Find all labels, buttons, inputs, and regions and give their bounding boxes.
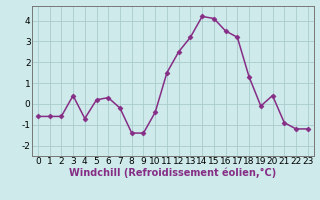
X-axis label: Windchill (Refroidissement éolien,°C): Windchill (Refroidissement éolien,°C) <box>69 168 276 178</box>
